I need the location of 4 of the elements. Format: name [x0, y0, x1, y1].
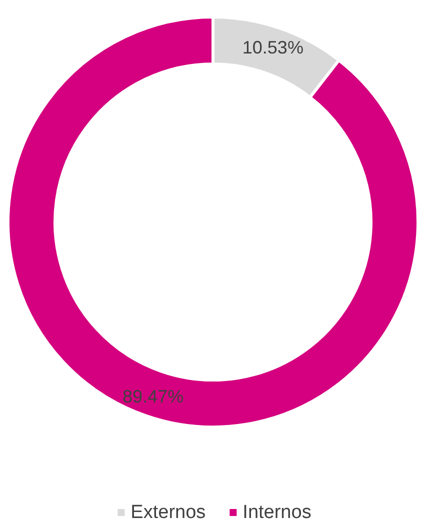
- data-label: 89.47%: [122, 386, 184, 406]
- data-label: 10.53%: [242, 38, 304, 58]
- legend-label: Internos: [242, 502, 312, 523]
- legend-label: Externos: [130, 502, 206, 523]
